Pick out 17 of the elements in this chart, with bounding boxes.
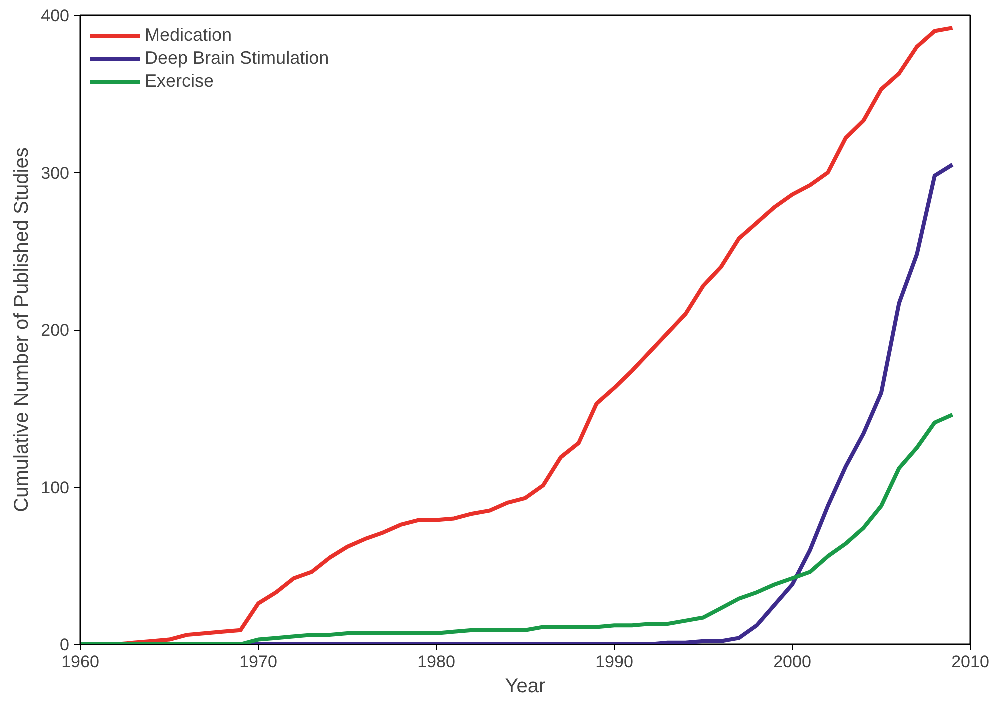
x-tick-label: 1970	[240, 652, 278, 672]
y-tick-label: 0	[60, 636, 70, 654]
y-tick-label: 200	[41, 321, 70, 340]
x-tick-label: 2010	[952, 652, 990, 672]
x-tick-label: 1960	[62, 652, 100, 672]
y-axis-title: Cumulative Number of Published Studies	[11, 148, 34, 512]
y-tick-label: 300	[41, 164, 70, 183]
y-tick-label: 400	[41, 6, 70, 26]
line-series	[80, 412, 955, 644]
x-tick-label: 1980	[418, 652, 456, 672]
x-tick-label: 1990	[596, 652, 634, 672]
legend-label: Exercise	[145, 71, 214, 92]
x-tick-label: 2000	[774, 652, 812, 672]
x-axis-title: Year	[505, 676, 546, 698]
y-tick-label: 100	[41, 478, 70, 498]
legend-label: Medication	[145, 25, 232, 46]
legend-label: Deep Brain Stimulation	[145, 48, 330, 69]
